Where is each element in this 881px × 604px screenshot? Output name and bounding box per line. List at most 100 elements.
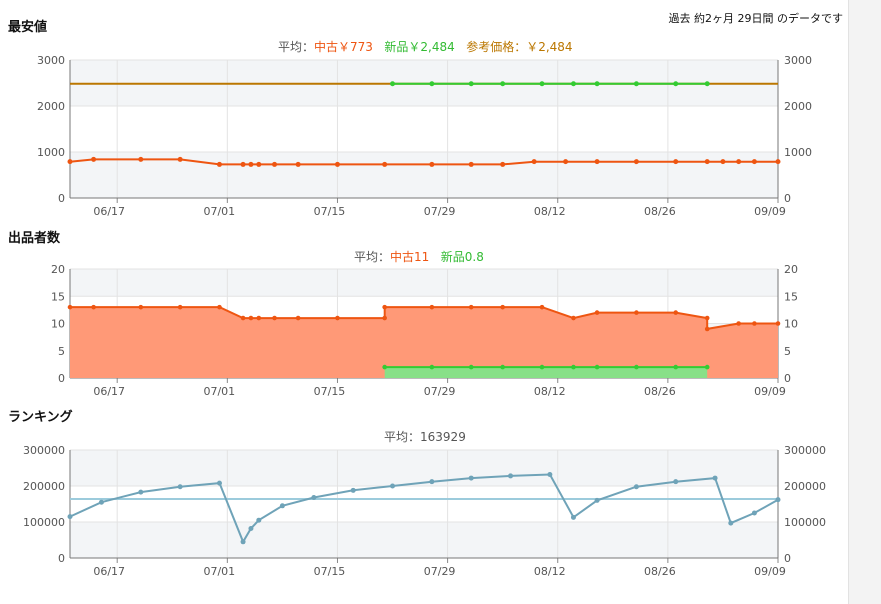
- price-used-point: [248, 161, 254, 167]
- sellers-x-tick-label: 06/17: [93, 385, 125, 398]
- price-y-tick-right: 3000: [784, 54, 812, 67]
- sellers-y-tick-right: 5: [784, 345, 791, 358]
- sellers-y-tick-left: 10: [51, 318, 65, 331]
- sellers-y-tick-right: 0: [784, 372, 791, 385]
- price-used-point: [775, 159, 781, 165]
- sellers-new-point: [500, 364, 505, 370]
- price-y-tick-right: 2000: [784, 100, 812, 113]
- ranking-y-tick-left: 100000: [23, 516, 65, 529]
- sellers-x-tick-label: 09/09: [754, 385, 786, 398]
- sellers-avg-new: 新品0.8: [440, 250, 484, 264]
- price-used-point: [468, 161, 474, 167]
- sellers-used-point: [272, 315, 277, 321]
- sellers-used-point: [500, 304, 505, 310]
- price-new-point: [633, 81, 639, 87]
- sellers-used-point: [571, 315, 576, 321]
- price-used-point: [736, 159, 742, 165]
- price-used-point: [720, 159, 726, 165]
- ranking-y-tick-right: 100000: [784, 516, 826, 529]
- sellers-used-area: [70, 307, 778, 378]
- price-used-point: [704, 159, 710, 165]
- ranking-point: [673, 479, 679, 485]
- ranking-point: [177, 484, 183, 490]
- price-used-point: [256, 161, 262, 167]
- sellers-new-area: [384, 367, 708, 378]
- price-avg-new: 新品￥2,484: [384, 40, 455, 54]
- price-used-point: [240, 161, 246, 167]
- sellers-used-point: [177, 304, 183, 310]
- ranking-y-tick-right: 200000: [784, 480, 826, 493]
- ranking-section-title: ランキング: [8, 410, 73, 425]
- price-used-point: [633, 159, 639, 165]
- ranking-point: [594, 497, 600, 503]
- sellers-new-point: [429, 364, 435, 370]
- sellers-y-tick-left: 5: [58, 345, 65, 358]
- price-used-point: [751, 159, 757, 165]
- sellers-used-point: [138, 304, 144, 310]
- sellers-new-point: [468, 364, 474, 370]
- price-used-point: [334, 161, 340, 167]
- sellers-used-point: [736, 321, 741, 326]
- ranking-x-tick-label: 06/17: [93, 565, 125, 578]
- sellers-x-tick-label: 08/12: [534, 385, 566, 398]
- ranking-point: [279, 503, 285, 509]
- ranking-point: [311, 495, 317, 501]
- price-y-tick-left: 3000: [37, 54, 65, 67]
- ranking-line: [69, 473, 779, 545]
- ranking-point: [138, 489, 144, 495]
- sellers-x-tick-label: 07/15: [314, 385, 346, 398]
- ranking-point: [350, 487, 356, 493]
- price-section-title: 最安値: [8, 20, 48, 35]
- sellers-used-point: [468, 304, 474, 310]
- sellers-new-point: [594, 364, 600, 370]
- sellers-used-point: [382, 304, 387, 310]
- ranking-x-tick-label: 07/29: [424, 565, 456, 578]
- price-x-tick-label: 07/15: [314, 205, 346, 218]
- ranking-point: [751, 510, 757, 516]
- sellers-y-tick-right: 15: [784, 290, 798, 303]
- sellers-used-point: [240, 315, 246, 321]
- price-used-point: [138, 156, 144, 162]
- sellers-y-tick-right: 20: [784, 263, 798, 276]
- ranking-point: [570, 514, 576, 520]
- price-y-tick-left: 1000: [37, 146, 65, 159]
- sellers-used-point: [256, 315, 262, 321]
- price-new-point: [704, 81, 710, 87]
- price-average-label: 平均：中古￥773 新品￥2,484 参考価格：￥2,484: [278, 38, 573, 55]
- sellers-used-point: [67, 304, 73, 310]
- sellers-used-point: [704, 326, 710, 332]
- sellers-used-point: [248, 315, 254, 321]
- price-used-point: [295, 161, 301, 167]
- ranking-point: [547, 471, 553, 477]
- sellers-new-point: [382, 364, 387, 370]
- sellers-used-point: [594, 310, 600, 315]
- sellers-new-point: [704, 364, 710, 370]
- price-avg-ref: 参考価格：￥2,484: [466, 40, 573, 54]
- ranking-point: [429, 479, 435, 485]
- ranking-average-label: 平均：163929: [384, 428, 466, 445]
- ranking-point: [248, 525, 254, 531]
- sellers-used-point: [295, 315, 301, 321]
- sellers-used-point: [382, 315, 387, 321]
- price-used-point: [382, 161, 388, 167]
- sellers-x-tick-label: 07/01: [203, 385, 235, 398]
- price-y-tick-right: 1000: [784, 146, 812, 159]
- ranking-avg-value: 163929: [420, 430, 466, 444]
- sellers-average-label: 平均：中古11 新品0.8: [354, 248, 484, 265]
- ranking-point: [216, 480, 222, 486]
- price-used-point: [177, 156, 183, 162]
- sellers-used-point: [539, 304, 545, 310]
- price-x-tick-label: 06/17: [93, 205, 125, 218]
- ranking-x-tick-label: 08/26: [644, 565, 676, 578]
- ranking-band: [70, 450, 778, 486]
- ranking-x-tick-label: 09/09: [754, 565, 786, 578]
- price-x-tick-label: 08/12: [534, 205, 566, 218]
- sellers-x-tick-label: 07/29: [424, 385, 456, 398]
- sellers-x-tick-label: 08/26: [644, 385, 676, 398]
- right-scroll-strip: [848, 0, 881, 604]
- sellers-used-point: [91, 304, 96, 310]
- price-used-point: [500, 161, 506, 167]
- price-used-point: [91, 156, 97, 162]
- price-new-point: [673, 81, 679, 87]
- sellers-new-point: [673, 364, 679, 370]
